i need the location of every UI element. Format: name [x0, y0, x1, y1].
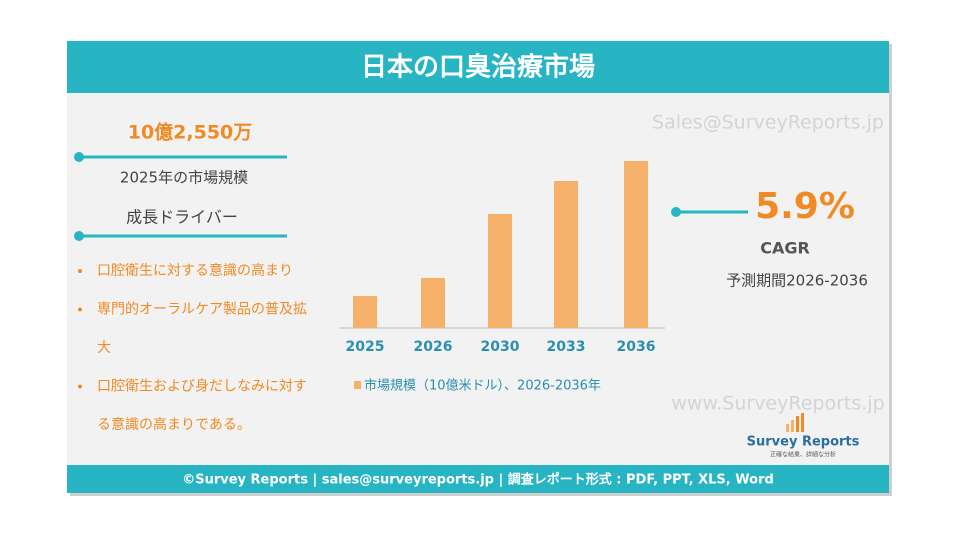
- bullet: [78, 384, 82, 389]
- logo-bar: [786, 424, 789, 432]
- logo-bar: [801, 413, 804, 432]
- driver-text: 大: [97, 340, 111, 356]
- footer-bar: [67, 465, 889, 493]
- x-tick-label: 2030: [481, 339, 520, 355]
- legend-label: 市場規模（10億米ドル）、2026-2036年: [364, 378, 601, 394]
- bar: [624, 161, 648, 328]
- driver-text: 専門的オーラルケア製品の普及拡: [97, 302, 307, 318]
- driver-text: 口腔衛生および身だしなみに対す: [97, 379, 307, 395]
- drivers-title: 成長ドライバー: [126, 208, 238, 227]
- footer: ©Survey Reports | sales@surveyreports.jp…: [182, 472, 774, 488]
- x-tick-label: 2036: [617, 339, 656, 355]
- cagr-value: 5.9%: [755, 186, 855, 227]
- title: 日本の口臭治療市場: [361, 52, 595, 83]
- bar: [554, 181, 578, 328]
- watermark: www.SurveyReports.jp: [671, 393, 884, 415]
- header-bar: [67, 41, 889, 93]
- cagr-label: CAGR: [760, 239, 810, 258]
- watermark: Sales@SurveyReports.jp: [652, 112, 884, 134]
- cagr-period: 予測期間2026-2036: [726, 272, 868, 290]
- market-size-label: 2025年の市場規模: [120, 169, 248, 187]
- bar: [488, 214, 512, 328]
- driver-text: る意識の高まりである。: [97, 416, 251, 433]
- logo-name: Survey Reports: [747, 435, 860, 450]
- x-tick-label: 2025: [346, 339, 385, 355]
- card: [67, 41, 889, 493]
- driver-list: 口腔衛生に対する意識の高まり専門的オーラルケア製品の普及拡大口腔衛生および身だし…: [78, 262, 307, 433]
- bullet: [78, 269, 82, 273]
- bar: [421, 278, 445, 328]
- bullet: [78, 307, 82, 312]
- bar-chart: 2025 2026 2030 2033 2036 市場規模（10億米ドル）、2026-20…: [340, 161, 665, 394]
- x-tick-label: 2033: [547, 339, 586, 355]
- x-tick-label: 2026: [414, 339, 453, 355]
- bar: [353, 296, 377, 328]
- logo: Survey Reports 正確な結果、詳細な分析: [747, 413, 860, 459]
- driver-text: 口腔衛生に対する意識の高まり: [97, 262, 293, 279]
- logo-tagline: 正確な結果、詳細な分析: [770, 451, 836, 459]
- logo-bar: [791, 420, 794, 432]
- legend-swatch: [354, 381, 361, 389]
- market-size-value: 10億2,550万: [128, 121, 253, 144]
- logo-bar: [796, 416, 799, 432]
